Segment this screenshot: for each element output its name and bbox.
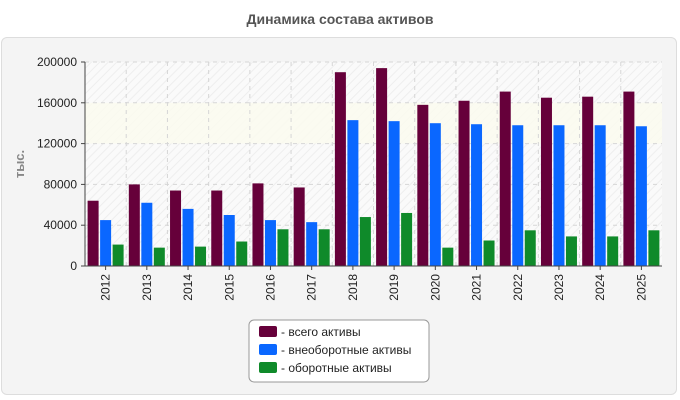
bar <box>607 236 619 266</box>
legend-label: - оборотные активы <box>281 361 392 375</box>
y-axis-title: тыс. <box>12 150 27 178</box>
bar <box>582 96 594 267</box>
legend-swatch <box>259 362 277 373</box>
bar <box>318 229 330 266</box>
bar <box>524 230 536 266</box>
y-tick-label: 200000 <box>37 55 77 69</box>
bar <box>306 222 318 266</box>
bar <box>565 236 577 266</box>
y-tick-label: 160000 <box>37 96 77 110</box>
y-tick-label: 120000 <box>37 137 77 151</box>
bar <box>347 120 359 266</box>
bar <box>252 183 264 266</box>
x-tick-label: 2018 <box>346 274 360 301</box>
x-tick-label: 2019 <box>387 274 401 301</box>
x-tick-label: 2015 <box>222 274 236 301</box>
x-tick-label: 2022 <box>511 274 525 301</box>
bar <box>594 125 606 267</box>
bar <box>211 190 223 266</box>
legend-label: - всего активы <box>281 325 361 339</box>
bar <box>100 220 112 266</box>
x-tick-label: 2014 <box>181 274 195 301</box>
bar <box>223 215 235 266</box>
bar <box>499 91 511 266</box>
chart-title: Динамика состава активов <box>246 11 434 27</box>
bar <box>153 247 165 266</box>
bar <box>293 187 305 266</box>
y-tick-label: 0 <box>70 259 77 273</box>
legend-label: - внеоборотные активы <box>281 343 411 357</box>
legend-box <box>248 319 430 383</box>
bar <box>442 247 454 266</box>
bar <box>170 190 182 266</box>
bar <box>87 200 99 266</box>
legend-swatch <box>259 344 277 355</box>
bar <box>359 217 371 266</box>
legend: - всего активы - внеоборотные активы - обо… <box>248 319 430 383</box>
bar <box>417 104 429 266</box>
bar <box>334 72 346 266</box>
bar <box>471 124 483 266</box>
bar <box>429 123 441 266</box>
bar <box>376 68 388 267</box>
legend-swatch <box>259 326 277 337</box>
bar <box>128 184 140 266</box>
bar <box>401 212 413 266</box>
x-tick-label: 2020 <box>428 274 442 301</box>
bar <box>483 240 495 266</box>
bar <box>277 229 289 266</box>
bar <box>648 230 660 266</box>
bar <box>623 91 635 266</box>
bar <box>635 126 647 266</box>
x-tick-label: 2012 <box>99 274 113 301</box>
x-tick-label: 2017 <box>305 274 319 301</box>
x-tick-label: 2021 <box>470 274 484 301</box>
x-tick-label: 2013 <box>140 274 154 301</box>
bar <box>264 220 276 266</box>
y-tick-label: 40000 <box>44 218 78 232</box>
x-tick-label: 2016 <box>263 274 277 301</box>
bar <box>112 244 124 266</box>
bar <box>388 121 400 266</box>
bar <box>141 202 153 266</box>
x-tick-label: 2025 <box>634 274 648 301</box>
bar <box>553 125 565 267</box>
y-tick-label: 80000 <box>44 177 78 191</box>
bar <box>195 246 207 266</box>
bar <box>540 97 552 266</box>
bar <box>458 100 470 266</box>
bar <box>182 208 194 266</box>
bar <box>236 241 248 266</box>
x-tick-label: 2023 <box>552 274 566 301</box>
bar <box>512 125 524 267</box>
x-tick-label: 2024 <box>593 274 607 301</box>
